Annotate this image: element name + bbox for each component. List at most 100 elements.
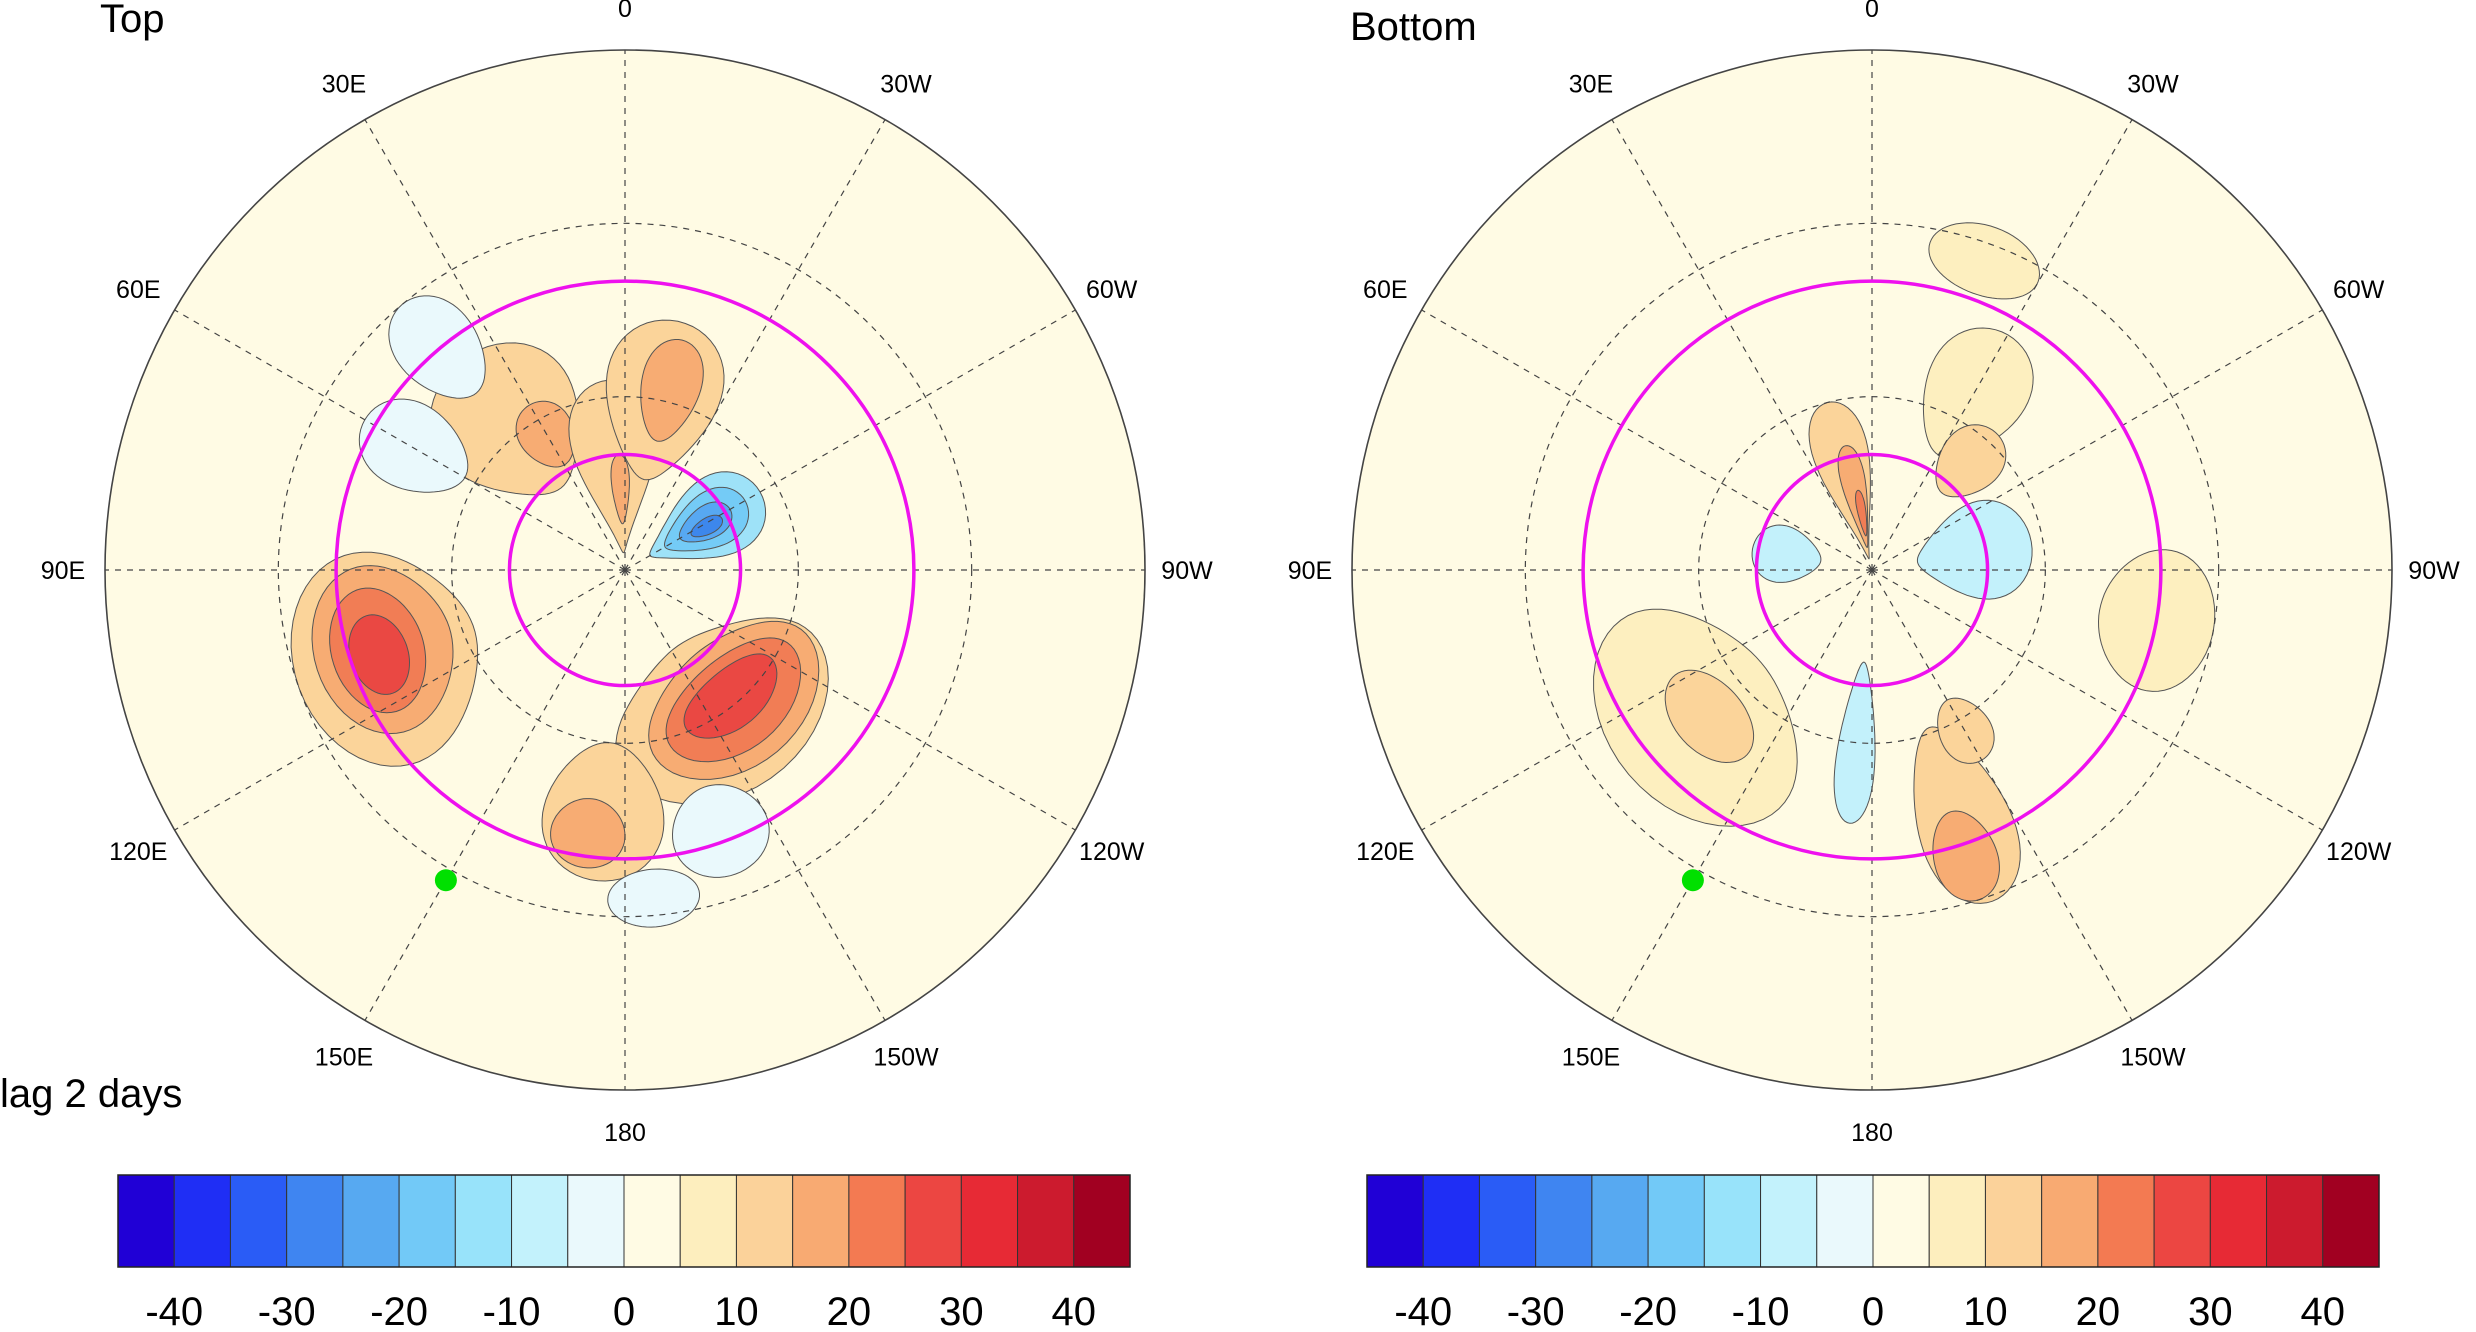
meridian-line — [1421, 309, 1873, 571]
colorbar-tick-label: 40 — [1052, 1290, 1097, 1332]
anomaly-contour — [671, 784, 770, 878]
longitude-label: 30W — [880, 70, 932, 98]
meridian-line — [624, 569, 1076, 831]
colorbar-swatch — [286, 1174, 344, 1268]
longitude-label: 180 — [1851, 1119, 1893, 1147]
colorbar-tick-label: 30 — [939, 1290, 984, 1332]
colorbar-swatch — [398, 1174, 456, 1268]
meridian-line — [174, 569, 626, 831]
colorbar-swatch — [229, 1174, 288, 1268]
anomaly-fill-layer — [290, 295, 829, 928]
longitude-labels: 0 30E 60E 90E 120E 150E 180 150W 120W 90W 60W 30W — [41, 0, 1213, 1147]
colorbar-swatch — [1073, 1174, 1131, 1268]
longitude-label: 0 — [1865, 0, 1879, 23]
meridian-line — [1871, 569, 2133, 1021]
longitude-label: 120E — [109, 838, 167, 866]
longitude-label: 90E — [41, 557, 85, 585]
longitude-label: 180 — [604, 1119, 646, 1147]
anomaly-contour — [1916, 499, 2033, 600]
longitude-label: 120W — [2326, 838, 2392, 866]
colorbar-swatch — [1366, 1174, 1424, 1268]
longitude-label: 120W — [1079, 838, 1145, 866]
longitude-label: 30W — [2127, 70, 2179, 98]
anomaly-contour — [358, 398, 469, 493]
colorbar-swatch — [2097, 1174, 2155, 1268]
reference-circle — [507, 452, 743, 688]
colorbar-swatch — [454, 1174, 513, 1268]
longitude-label: 60E — [1363, 276, 1407, 304]
longitude-labels: 0 30E 60E 90E 120E 150E 180 150W 120W 90W 60W 30W — [1288, 0, 2460, 1147]
meridian-line — [1611, 119, 1873, 571]
lag-label: lag 2 days — [0, 1072, 182, 1116]
colorbar-swatch — [904, 1174, 962, 1268]
colorbar-swatch — [173, 1174, 231, 1268]
longitude-label: 60W — [2333, 276, 2385, 304]
colorbar-tick-label: -10 — [483, 1290, 541, 1332]
colorbar-tick-label: -40 — [1394, 1290, 1452, 1332]
colorbar-swatch — [1984, 1174, 2043, 1268]
map-border — [104, 49, 1146, 1091]
anomaly-contour — [1854, 489, 1868, 537]
colorbar-tick-label: -20 — [370, 1290, 428, 1332]
colorbar-swatch — [1760, 1174, 1818, 1268]
colorbar-frame — [1366, 1174, 2380, 1268]
colorbar-tick-label: 20 — [2076, 1290, 2121, 1332]
panel-title: Bottom — [1350, 5, 1477, 49]
colorbar-swatch — [2153, 1174, 2211, 1268]
meridian-line — [624, 119, 886, 571]
colorbar-tick-label: 40 — [2301, 1290, 2346, 1332]
longitude-label: 150W — [873, 1044, 939, 1072]
colorbar-tick-label: 20 — [827, 1290, 872, 1332]
anomaly-contour — [1664, 669, 1755, 764]
meridian-line — [1421, 569, 1873, 831]
longitude-label: 150E — [315, 1044, 373, 1072]
colorbar-swatch — [623, 1174, 681, 1268]
reference-circle — [1581, 279, 2163, 861]
colorbar-bottom: -40 -30 -20 -10 0 10 20 30 40 — [1366, 1174, 2380, 1332]
anomaly-contour — [550, 798, 626, 869]
colorbar-swatch — [679, 1174, 737, 1268]
colorbar-swatch — [1647, 1174, 1705, 1268]
anomaly-contour — [1922, 327, 2034, 458]
anomaly-contour — [1937, 697, 1995, 764]
meridian-line — [364, 119, 626, 571]
location-marker — [434, 869, 457, 892]
anomaly-contour — [1932, 810, 2000, 902]
longitude-label: 30E — [322, 70, 366, 98]
colorbar-swatch — [1872, 1174, 1930, 1268]
colorbar-frame — [117, 1174, 1131, 1268]
anomaly-contour — [690, 514, 723, 538]
latitude-line — [1524, 222, 2220, 918]
colorbar-swatch — [1422, 1174, 1480, 1268]
colorbar-swatch — [117, 1174, 175, 1268]
colorbar-tick-label: -20 — [1619, 1290, 1677, 1332]
colorbar-tick-label: -10 — [1732, 1290, 1790, 1332]
colorbar-top: -40 -30 -20 -10 0 10 20 30 40 — [117, 1174, 1131, 1332]
colorbar-tick-label: 0 — [613, 1290, 635, 1332]
colorbar-swatch — [735, 1174, 794, 1268]
longitude-label: 90E — [1288, 557, 1332, 585]
meridian-line — [1611, 569, 1873, 1021]
colorbar-tick-label: -40 — [145, 1290, 203, 1332]
anomaly-contour — [348, 614, 411, 695]
colorbar-swatch — [848, 1174, 906, 1268]
anomaly-contour — [1935, 424, 2007, 498]
map-border — [1351, 49, 2393, 1091]
colorbar-swatch — [960, 1174, 1019, 1268]
longitude-label: 90W — [1161, 557, 1213, 585]
longitude-label: 0 — [618, 0, 632, 23]
colorbar-swatch — [1591, 1174, 1649, 1268]
anomaly-fill-layer — [1593, 222, 2216, 904]
colorbar-tick-label: -30 — [258, 1290, 316, 1332]
colorbar-tick-label: 30 — [2188, 1290, 2233, 1332]
map-panel-bottom: 0 30E 60E 90E 120E 150E 180 150W 120W 90W 60W 30W B… — [1288, 0, 2460, 1147]
latitude-reference-circles — [1581, 279, 2163, 861]
colorbar-tick-label: 10 — [714, 1290, 759, 1332]
longitude-label: 60W — [1086, 276, 1138, 304]
colorbar-swatch — [1535, 1174, 1593, 1268]
meridian-line — [1871, 309, 2323, 571]
colorbar-swatch — [567, 1174, 625, 1268]
anomaly-contour — [683, 653, 778, 739]
meridian-line — [1871, 569, 2323, 831]
